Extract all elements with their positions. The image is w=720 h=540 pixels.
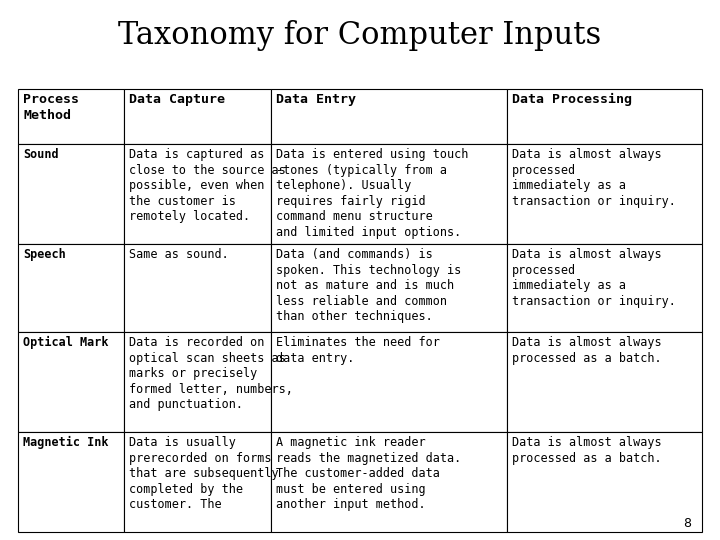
Bar [18, 144, 124, 244]
Bar [124, 432, 271, 532]
Bar [124, 144, 271, 244]
Bar [507, 244, 702, 332]
Bar [271, 432, 507, 532]
Text: Eliminates the need for
data entry.: Eliminates the need for data entry. [276, 336, 440, 365]
Text: Data (and commands) is
spoken. This technology is
not as mature and is much
less: Data (and commands) is spoken. This tech… [276, 248, 462, 323]
Text: Process
Method: Process Method [23, 93, 79, 122]
Text: Speech: Speech [23, 248, 66, 261]
Bar [507, 332, 702, 432]
Text: Magnetic Ink: Magnetic Ink [23, 436, 109, 449]
Text: Data Processing: Data Processing [512, 93, 632, 106]
Text: A magnetic ink reader
reads the magnetized data.
The customer-added data
must be: A magnetic ink reader reads the magnetiz… [276, 436, 462, 511]
Bar [271, 89, 507, 144]
Bar [18, 432, 124, 532]
Text: Data is usually
prerecorded on forms
that are subsequently
completed by the
cust: Data is usually prerecorded on forms tha… [129, 436, 279, 511]
Text: Data is almost always
processed as a batch.: Data is almost always processed as a bat… [512, 436, 662, 465]
Bar [507, 144, 702, 244]
Text: Data is recorded on
optical scan sheets as
marks or precisely
formed letter, num: Data is recorded on optical scan sheets … [129, 336, 293, 411]
Text: Data is entered using touch
-tones (typically from a
telephone). Usually
require: Data is entered using touch -tones (typi… [276, 148, 469, 239]
Bar [271, 244, 507, 332]
Bar [124, 244, 271, 332]
Bar [271, 332, 507, 432]
Text: Data is almost always
processed as a batch.: Data is almost always processed as a bat… [512, 336, 662, 365]
Bar [124, 332, 271, 432]
Text: Data is captured as
close to the source as
possible, even when
the customer is
r: Data is captured as close to the source … [129, 148, 286, 223]
Text: Optical Mark: Optical Mark [23, 336, 109, 349]
Text: Data Capture: Data Capture [129, 93, 225, 106]
Text: 8: 8 [683, 517, 691, 530]
Bar [124, 89, 271, 144]
Text: Same as sound.: Same as sound. [129, 248, 229, 261]
Bar [507, 432, 702, 532]
Bar [271, 144, 507, 244]
Bar [18, 332, 124, 432]
Text: Data is almost always
processed
immediately as a
transaction or inquiry.: Data is almost always processed immediat… [512, 148, 676, 208]
Text: Sound: Sound [23, 148, 58, 161]
Bar [18, 244, 124, 332]
Text: Taxonomy for Computer Inputs: Taxonomy for Computer Inputs [118, 19, 602, 51]
Text: Data is almost always
processed
immediately as a
transaction or inquiry.: Data is almost always processed immediat… [512, 248, 676, 308]
Text: Data Entry: Data Entry [276, 93, 356, 106]
Bar [507, 89, 702, 144]
Bar [18, 89, 124, 144]
